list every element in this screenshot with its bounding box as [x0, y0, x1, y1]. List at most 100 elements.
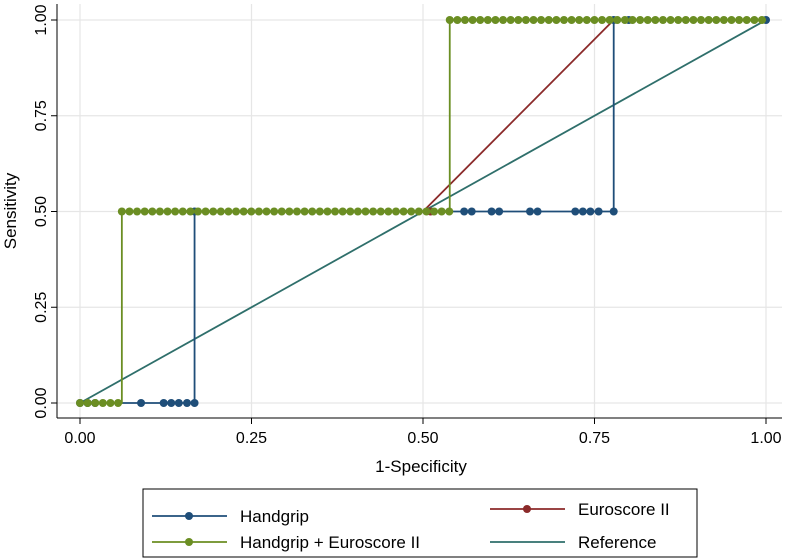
series-handgrip-euroscore-ii-point-20 [224, 207, 233, 216]
series-handgrip-euroscore-ii-point-62 [537, 16, 546, 24]
legend-item-reference: Reference [490, 533, 656, 552]
series-handgrip-point-19 [594, 207, 603, 216]
series-layer [76, 16, 770, 407]
series-handgrip-euroscore-ii-point-74 [628, 16, 637, 24]
series-handgrip-euroscore-ii-point-91 [757, 16, 766, 24]
series-handgrip-euroscore-ii-point-61 [529, 16, 538, 24]
series-handgrip-euroscore-ii-point-4 [106, 399, 115, 407]
legend-item-handgrip: Handgrip [152, 507, 309, 526]
series-handgrip-point-10 [460, 207, 469, 216]
y-tick-label-0: 0.00 [33, 387, 50, 418]
series-handgrip-euroscore-ii-point-10 [148, 207, 157, 216]
series-handgrip-euroscore-ii-point-83 [697, 16, 706, 24]
series-handgrip-euroscore-ii-point-43 [399, 207, 408, 216]
series-handgrip-point-15 [533, 207, 542, 216]
legend-box [142, 488, 698, 558]
series-handgrip-euroscore-ii-point-34 [331, 207, 340, 216]
series-handgrip-euroscore-ii-point-40 [376, 207, 385, 216]
series-handgrip-euroscore-ii-point-79 [666, 16, 675, 24]
series-handgrip-euroscore-ii-point-39 [369, 207, 378, 216]
series-handgrip-euroscore-ii-point-16 [193, 207, 202, 216]
legend-item-euroscore-ii-label: Euroscore II [578, 500, 670, 519]
series-handgrip-euroscore-ii-point-53 [468, 16, 477, 24]
series-handgrip-euroscore-ii-point-32 [315, 207, 324, 216]
x-axis-title: 1-Specificity [375, 457, 467, 476]
legend: Handgrip Euroscore II Handgrip + Euroscore… [142, 488, 698, 558]
series-handgrip-euroscore-ii-point-82 [689, 16, 698, 24]
series-handgrip-euroscore-ii-point-7 [125, 207, 134, 216]
series-handgrip-euroscore-ii-point-29 [292, 207, 301, 216]
series-handgrip-euroscore-ii-point-90 [750, 16, 759, 24]
series-handgrip-euroscore-ii-point-72 [613, 16, 622, 24]
ticks: 0.00 0.25 0.50 0.75 1.00 0.00 0.25 0.50 0.75 1.00 [33, 4, 782, 447]
series-handgrip-euroscore-ii-point-60 [521, 16, 530, 24]
y-tick-label-2: 0.50 [33, 196, 50, 227]
series-handgrip-euroscore-ii-point-2 [91, 399, 100, 407]
series-handgrip-euroscore-ii-point-54 [476, 16, 485, 24]
series-handgrip-euroscore-ii-point-47 [430, 207, 439, 216]
series-handgrip-euroscore-ii-point-51 [453, 16, 462, 24]
x-tick-label-3: 0.75 [579, 430, 610, 447]
series-handgrip-euroscore-ii-point-11 [155, 207, 164, 216]
series-handgrip-euroscore-ii-point-80 [674, 16, 683, 24]
series-handgrip-point-8 [190, 399, 199, 407]
series-handgrip-euroscore-ii-point-3 [98, 399, 107, 407]
series-handgrip-euroscore-ii-point-48 [437, 207, 446, 216]
series-handgrip-point-20 [609, 207, 618, 216]
legend-item-handgrip-euroscore-ii: Handgrip + Euroscore II [152, 533, 420, 552]
series-handgrip-euroscore-ii-point-15 [186, 207, 195, 216]
y-axis-title: Sensitivity [1, 172, 20, 249]
series-handgrip-euroscore-ii-point-19 [216, 207, 225, 216]
series-handgrip-euroscore-ii-point-14 [178, 207, 187, 216]
series-handgrip-euroscore-ii-point-76 [643, 16, 652, 24]
series-handgrip-euroscore-ii-point-55 [483, 16, 492, 24]
series-handgrip-euroscore-ii-point-75 [636, 16, 645, 24]
series-handgrip-euroscore-ii-point-58 [506, 16, 515, 24]
series-handgrip-euroscore-ii-point-69 [590, 16, 599, 24]
series-handgrip-euroscore-ii-point-84 [704, 16, 713, 24]
series-handgrip-euroscore-ii-point-23 [247, 207, 256, 216]
legend-item-handgrip-euroscore-ii-marker [185, 538, 193, 546]
series-handgrip-euroscore-ii-point-38 [361, 207, 370, 216]
series-handgrip-euroscore-ii-point-44 [407, 207, 416, 216]
series-handgrip-euroscore-ii-point-35 [338, 207, 347, 216]
legend-item-handgrip-marker [185, 512, 193, 520]
legend-item-reference-label: Reference [578, 533, 656, 552]
series-handgrip-euroscore-ii-point-17 [201, 207, 210, 216]
series-handgrip-euroscore-ii-point-36 [346, 207, 355, 216]
series-handgrip-euroscore-ii-point-70 [598, 16, 607, 24]
series-handgrip-euroscore-ii-point-8 [133, 207, 142, 216]
series-handgrip-point-3 [137, 399, 146, 407]
series-handgrip-point-18 [586, 207, 595, 216]
series-handgrip-point-11 [467, 207, 476, 216]
series-handgrip-euroscore-ii-point-88 [735, 16, 744, 24]
series-handgrip-euroscore-ii-point-5 [114, 399, 123, 407]
series-handgrip-euroscore-ii-point-12 [163, 207, 172, 216]
y-tick-label-4: 1.00 [33, 4, 50, 35]
series-handgrip-euroscore-ii-point-63 [544, 16, 553, 24]
series-handgrip-euroscore-ii-point-73 [620, 16, 629, 24]
series-handgrip-euroscore-ii-point-26 [270, 207, 279, 216]
series-handgrip-point-13 [495, 207, 504, 216]
series-handgrip-euroscore-ii-point-42 [391, 207, 400, 216]
series-handgrip-euroscore-ii-point-86 [719, 16, 728, 24]
series-handgrip-euroscore-ii-point-67 [575, 16, 584, 24]
series-handgrip-euroscore-ii-point-9 [140, 207, 149, 216]
series-handgrip-euroscore-ii-point-25 [262, 207, 271, 216]
series-handgrip-euroscore-ii-point-21 [232, 207, 241, 216]
series-handgrip-point-14 [526, 207, 535, 216]
legend-item-handgrip-label: Handgrip [240, 507, 309, 526]
series-handgrip-euroscore-ii-point-66 [567, 16, 576, 24]
x-tick-label-0: 0.00 [64, 430, 95, 447]
series-handgrip-euroscore-ii-point-41 [384, 207, 393, 216]
legend-item-handgrip-euroscore-ii-label: Handgrip + Euroscore II [240, 533, 420, 552]
series-handgrip-euroscore-ii-point-50 [445, 16, 454, 24]
series-handgrip-euroscore-ii-point-1 [83, 399, 92, 407]
series-handgrip-point-16 [571, 207, 580, 216]
series-handgrip-euroscore-ii-point-37 [353, 207, 362, 216]
series-handgrip-euroscore-ii-point-78 [658, 16, 667, 24]
series-handgrip-euroscore-ii-point-18 [209, 207, 218, 216]
series-handgrip-euroscore-ii-point-81 [681, 16, 690, 24]
